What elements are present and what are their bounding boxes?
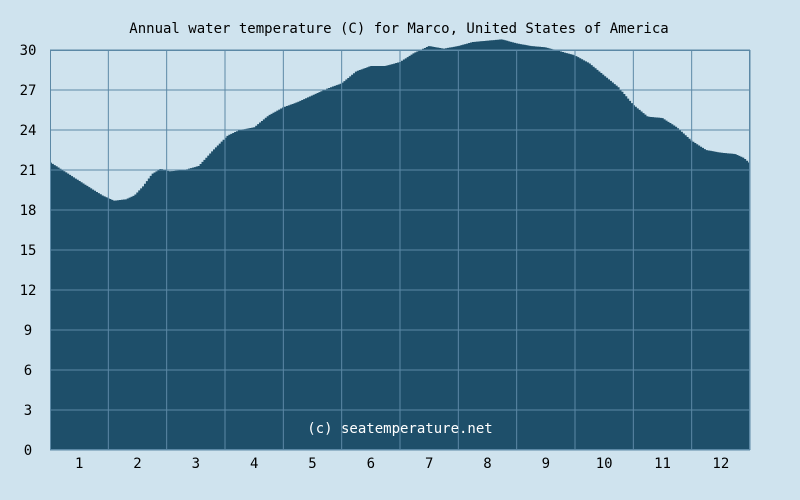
x-tick-label: 6 xyxy=(367,456,375,472)
y-tick-label: 21 xyxy=(20,163,37,179)
y-tick-label: 3 xyxy=(24,403,32,419)
y-tick-label: 24 xyxy=(20,123,37,139)
y-tick-label: 27 xyxy=(20,83,37,99)
x-tick-label: 10 xyxy=(596,456,613,472)
chart-title: Annual water temperature (C) for Marco, … xyxy=(129,21,668,37)
y-tick-label: 0 xyxy=(24,443,32,459)
x-tick-label: 1 xyxy=(75,456,83,472)
y-tick-label: 18 xyxy=(20,203,37,219)
y-tick-label: 9 xyxy=(24,323,32,339)
x-tick-label: 3 xyxy=(192,456,200,472)
y-tick-label: 30 xyxy=(20,43,37,59)
x-tick-label: 8 xyxy=(483,456,491,472)
x-tick-label: 4 xyxy=(250,456,258,472)
x-tick-label: 7 xyxy=(425,456,433,472)
y-tick-label: 15 xyxy=(20,243,37,259)
y-tick-label: 12 xyxy=(20,283,37,299)
x-tick-label: 2 xyxy=(133,456,141,472)
x-tick-label: 9 xyxy=(542,456,550,472)
watermark: (c) seatemperature.net xyxy=(307,421,492,437)
plot-area xyxy=(50,39,751,451)
x-tick-label: 5 xyxy=(308,456,316,472)
plot-frame xyxy=(50,50,750,450)
y-tick-label: 6 xyxy=(24,363,32,379)
x-tick-label: 12 xyxy=(712,456,729,472)
x-tick-label: 11 xyxy=(654,456,671,472)
